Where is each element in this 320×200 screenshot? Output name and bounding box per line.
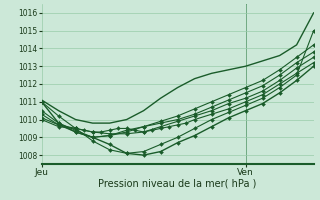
X-axis label: Pression niveau de la mer( hPa ): Pression niveau de la mer( hPa ) (99, 179, 257, 189)
